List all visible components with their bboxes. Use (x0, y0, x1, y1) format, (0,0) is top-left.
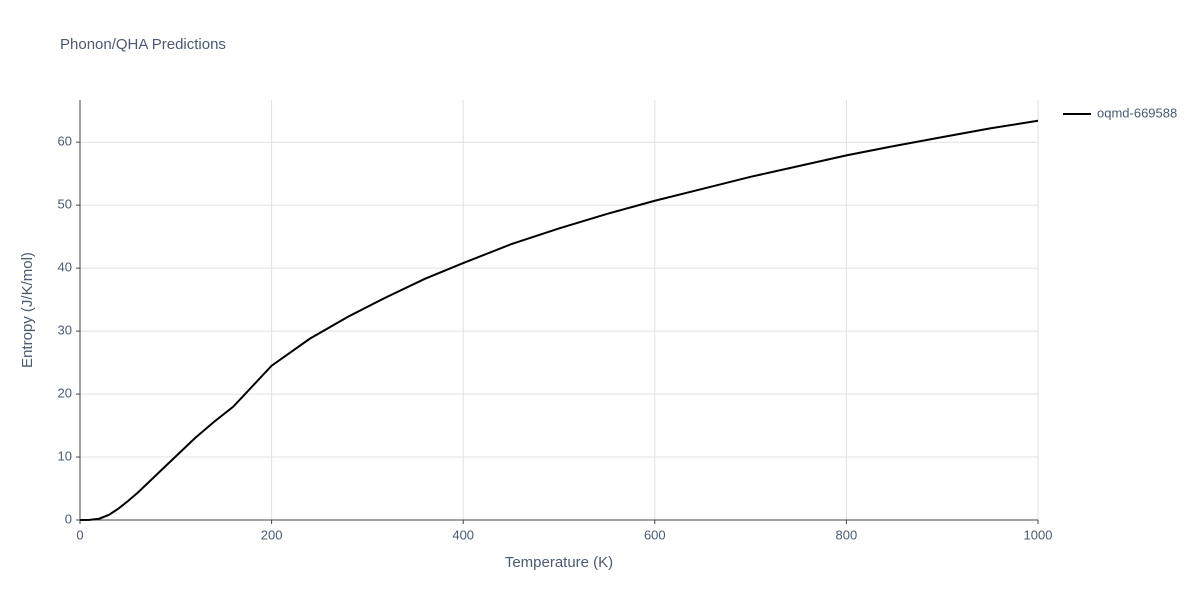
x-tick-label: 200 (261, 527, 283, 542)
x-tick-label: 1000 (1024, 527, 1053, 542)
y-tick-label: 30 (58, 323, 72, 338)
y-tick-label: 60 (58, 134, 72, 149)
legend-label: oqmd-669588 (1097, 105, 1177, 120)
chart-title: Phonon/QHA Predictions (60, 36, 226, 53)
data-line (79, 119, 1039, 521)
x-axis-title: Temperature (K) (505, 554, 613, 571)
x-tick-label: 800 (836, 527, 858, 542)
y-axis-title: Entropy (J/K/mol) (19, 252, 36, 368)
y-tick-label: 40 (58, 260, 72, 275)
x-tick-label: 600 (644, 527, 666, 542)
y-tick-label: 0 (65, 511, 72, 526)
y-tick-label: 50 (58, 197, 72, 212)
y-tick-label: 20 (58, 386, 72, 401)
x-tick-label: 400 (452, 527, 474, 542)
x-tick-label: 0 (76, 527, 83, 542)
y-tick-label: 10 (58, 448, 72, 463)
